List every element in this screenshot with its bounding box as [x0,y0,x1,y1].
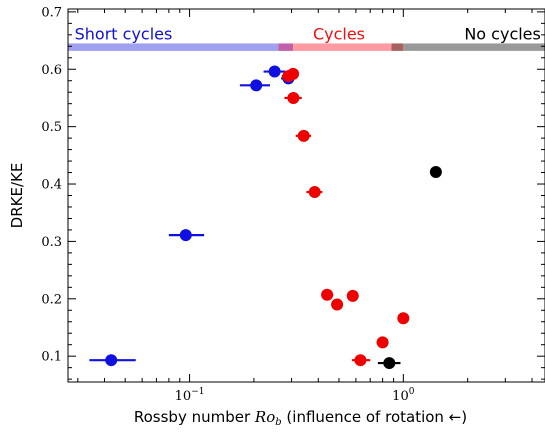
regime-band [391,43,404,51]
x-axis-label-suffix: (influence of rotation ←) [282,408,467,426]
x-tick-base: 10 [392,389,409,404]
y-tick-label: 0.7 [41,5,62,20]
data-point [346,289,359,302]
x-tick-label: 100 [392,387,415,404]
data-point [287,67,300,80]
y-tick-label: 0.1 [41,350,62,365]
data-point [179,229,192,242]
y-tick-label: 0.3 [41,235,62,250]
data-point [354,354,367,367]
data-point [308,186,321,199]
y-tick-label: 0.2 [41,292,62,307]
x-axis-label-prefix: Rossby number [134,408,255,426]
y-axis-label: DRKE/KE [8,163,26,229]
data-point [268,65,281,78]
data-point [429,165,442,178]
y-tick-label: 0.6 [41,63,62,78]
regime-band-labels: Short cycles Cycles No cycles [75,24,541,43]
x-tick-base: 10 [175,389,192,404]
data-point [287,91,300,104]
regime-band [278,43,294,51]
x-axis-label-subscript: b [275,417,281,428]
data-point [250,79,263,92]
x-tick-exponent: 0 [409,387,415,397]
data-point [376,336,389,349]
regime-label: No cycles [464,24,541,43]
data-point [383,357,396,370]
data-point [297,129,310,142]
regime-label: Cycles [313,24,365,43]
y-axis-ticks: 0.1 0.2 0.3 0.4 0.5 0.6 0.7 [41,5,545,380]
x-axis-label-symbol: Ro [254,408,275,426]
regime-bands [68,43,545,51]
plot-frame [67,8,545,383]
regime-label: Short cycles [75,24,173,43]
data-point [321,288,334,301]
data-point [105,354,118,367]
regime-band [293,43,392,51]
x-axis-ticks: 10−1 100 [77,9,533,404]
data-points [105,65,442,370]
data-point [331,298,344,311]
x-tick-exponent: −1 [191,387,204,397]
error-bars [89,70,441,365]
x-axis-label: Rossby number Rob (influence of rotation… [134,408,467,428]
y-tick-label: 0.4 [41,178,62,193]
x-tick-label: 10−1 [175,387,205,404]
regime-band [68,43,279,51]
regime-band [403,43,545,51]
y-tick-label: 0.5 [41,120,62,135]
data-point [397,312,410,325]
